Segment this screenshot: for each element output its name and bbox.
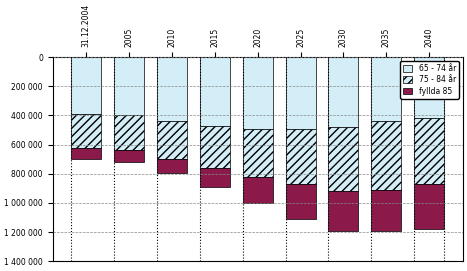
Bar [328,57,359,127]
Bar [200,126,230,168]
Bar [286,129,316,184]
Bar [371,57,401,121]
Bar [243,57,273,129]
Bar [328,191,359,231]
Bar [114,57,144,115]
Bar [371,190,401,231]
Bar [71,57,101,114]
Bar [286,57,316,129]
Bar [328,127,359,191]
Bar [114,150,144,162]
Bar [200,168,230,187]
Bar [414,57,444,118]
Bar [71,148,101,159]
Bar [157,57,187,121]
Bar [371,121,401,190]
Bar [286,184,316,219]
Bar [200,57,230,126]
Bar [243,177,273,203]
Bar [414,118,444,184]
Bar [157,121,187,159]
Bar [71,114,101,148]
Bar [414,184,444,229]
Legend: 65 - 74 år, 75 - 84 år, fyllda 85: 65 - 74 år, 75 - 84 år, fyllda 85 [400,61,459,99]
Bar [157,159,187,173]
Bar [114,115,144,150]
Bar [243,129,273,177]
